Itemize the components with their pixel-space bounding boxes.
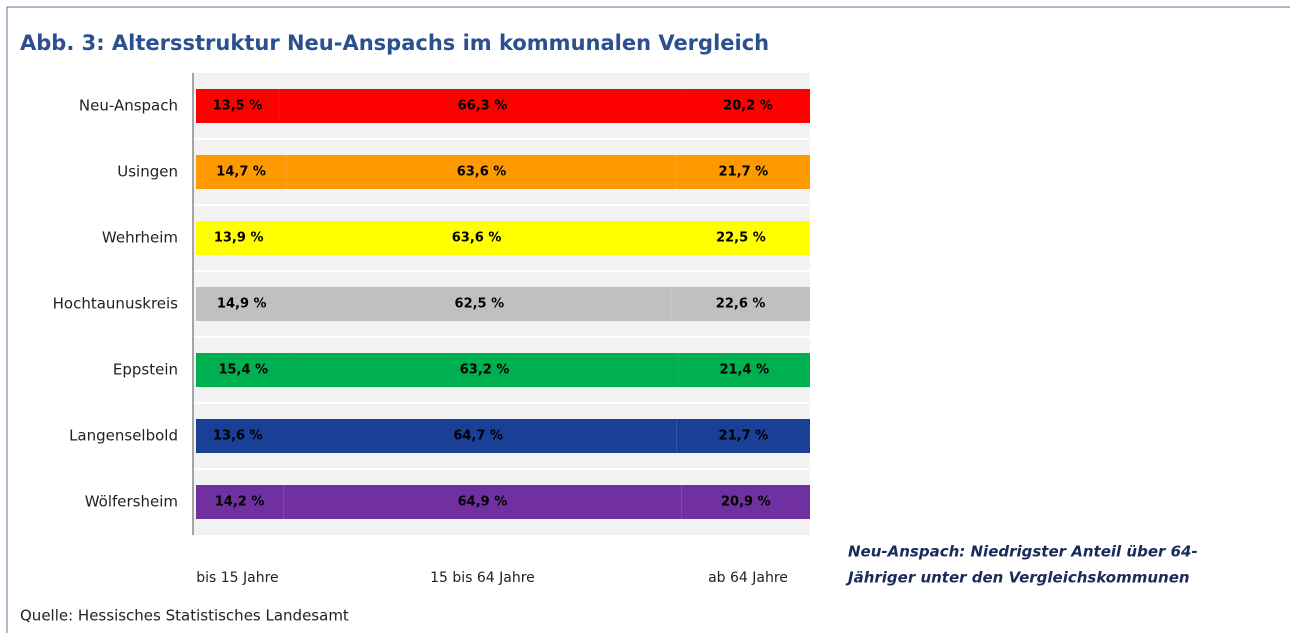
category-label: Hochtaunuskreis (53, 295, 179, 313)
bar-segment (678, 353, 810, 387)
source: Quelle: Hessisches Statistisches Landesa… (20, 607, 349, 625)
bar-segment (196, 353, 291, 387)
bar-segment (681, 485, 810, 519)
data-label: 63,6 % (457, 165, 507, 180)
bar-segment (671, 221, 810, 255)
annotation: Jähriger unter den Vergleichskommunen (845, 569, 1190, 587)
bar-segment (196, 155, 287, 189)
data-label: 20,9 % (721, 495, 771, 510)
bar-segment (685, 89, 810, 123)
data-label: 21,7 % (719, 165, 769, 180)
category-label: Eppstein (113, 361, 178, 379)
bar-segment (196, 485, 284, 519)
data-label: 22,6 % (716, 297, 766, 312)
bar-segment (278, 89, 686, 123)
bar-segment (196, 89, 279, 123)
category-label: Wehrheim (102, 229, 178, 247)
data-label: 14,9 % (217, 297, 267, 312)
bar-segment (196, 287, 288, 321)
bar-segment (671, 287, 810, 321)
series-label: 15 bis 64 Jahre (430, 570, 535, 586)
data-label: 66,3 % (458, 99, 508, 114)
data-label: 62,5 % (455, 297, 505, 312)
bar-segment (196, 221, 282, 255)
data-label: 13,6 % (213, 429, 263, 444)
annotation: Neu-Anspach: Niedrigster Anteil über 64- (848, 543, 1198, 561)
bar-segment (196, 419, 280, 453)
bar-segment (281, 221, 672, 255)
data-label: 21,4 % (719, 363, 769, 378)
category-label: Usingen (117, 163, 178, 181)
series-label: bis 15 Jahre (196, 570, 278, 586)
category-label: Wölfersheim (85, 493, 178, 511)
data-label: 63,6 % (452, 231, 502, 246)
data-label: 13,9 % (214, 231, 264, 246)
data-label: 15,4 % (218, 363, 268, 378)
data-label: 21,7 % (719, 429, 769, 444)
bar-segment (287, 287, 672, 321)
data-label: 20,2 % (723, 99, 773, 114)
bar-segment (283, 485, 682, 519)
data-label: 22,5 % (716, 231, 766, 246)
data-label: 64,7 % (453, 429, 503, 444)
bar-segment (676, 155, 810, 189)
data-label: 63,2 % (460, 363, 510, 378)
data-label: 14,2 % (215, 495, 265, 510)
data-label: 14,7 % (216, 165, 266, 180)
bar-segment (279, 419, 677, 453)
series-label: ab 64 Jahre (708, 570, 788, 586)
data-label: 13,5 % (213, 99, 263, 114)
bar-segment (676, 419, 810, 453)
bar-segment (286, 155, 677, 189)
chart-title: Abb. 3: Altersstruktur Neu-Anspachs im k… (20, 31, 769, 55)
bar-segment (290, 353, 679, 387)
category-label: Neu-Anspach (79, 97, 178, 115)
data-label: 64,9 % (458, 495, 508, 510)
category-label: Langenselbold (69, 427, 178, 445)
